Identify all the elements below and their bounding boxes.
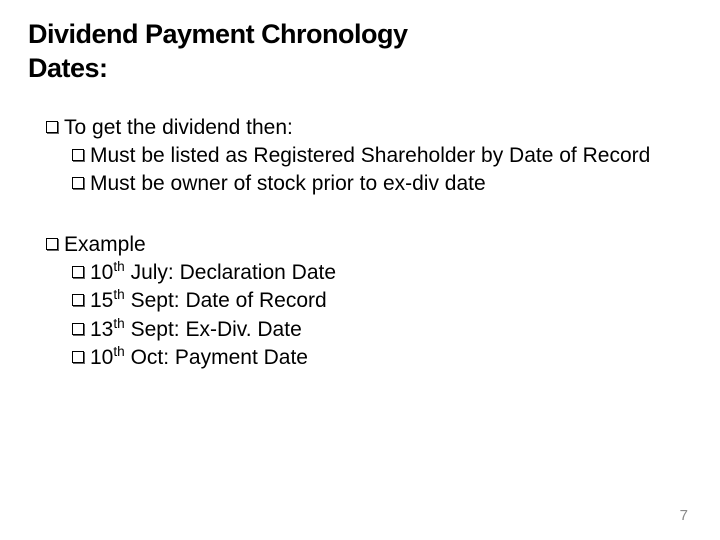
list-item: 15th Sept: Date of Record xyxy=(28,287,692,315)
page-number: 7 xyxy=(680,507,688,524)
item-text: 13th Sept: Ex-Div. Date xyxy=(90,316,302,344)
square-bullet-icon xyxy=(72,294,84,306)
list-item: Must be listed as Registered Shareholder… xyxy=(28,142,692,170)
square-bullet-icon xyxy=(46,238,58,250)
item-text: 15th Sept: Date of Record xyxy=(90,287,327,315)
list-item: 10th Oct: Payment Date xyxy=(28,344,692,372)
item-text: To get the dividend then: xyxy=(64,114,293,142)
slide-title: Dividend Payment Chronology Dates: xyxy=(28,18,692,86)
list-item: 10th July: Declaration Date xyxy=(28,259,692,287)
list-item: Must be owner of stock prior to ex-div d… xyxy=(28,170,692,198)
square-bullet-icon xyxy=(72,351,84,363)
item-text: 10th Oct: Payment Date xyxy=(90,344,308,372)
item-text: Example xyxy=(64,231,146,259)
square-bullet-icon xyxy=(72,266,84,278)
list-item: To get the dividend then: xyxy=(28,114,692,142)
title-line-1: Dividend Payment Chronology xyxy=(28,19,408,49)
square-bullet-icon xyxy=(72,323,84,335)
item-text: 10th July: Declaration Date xyxy=(90,259,336,287)
title-line-2: Dates: xyxy=(28,53,108,83)
item-text: Must be listed as Registered Shareholder… xyxy=(90,142,650,170)
square-bullet-icon xyxy=(72,177,84,189)
section-requirements: To get the dividend then: Must be listed… xyxy=(28,114,692,199)
square-bullet-icon xyxy=(46,121,58,133)
section-example: Example 10th July: Declaration Date 15th… xyxy=(28,231,692,373)
list-item: 13th Sept: Ex-Div. Date xyxy=(28,316,692,344)
item-text: Must be owner of stock prior to ex-div d… xyxy=(90,170,486,198)
list-item: Example xyxy=(28,231,692,259)
square-bullet-icon xyxy=(72,149,84,161)
